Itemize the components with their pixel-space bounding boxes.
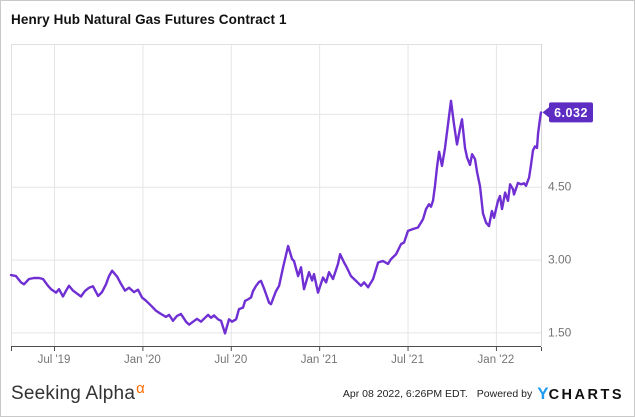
x-axis-labels: Jul '19 Jan '20 Jul '20 Jan '21 Jul '21 Jan '… <box>38 354 515 366</box>
plot-borders <box>11 44 542 346</box>
price-badge-shape <box>549 102 593 123</box>
y-axis-labels: 1.50 3.00 4.50 <box>548 180 572 340</box>
seeking-alpha-logo[interactable]: Seeking Alpha α <box>11 379 145 405</box>
x-axis <box>11 346 542 351</box>
y-tick-label: 4.50 <box>548 180 572 194</box>
x-tick-label: Jan '21 <box>301 354 338 366</box>
price-line-series <box>9 99 543 335</box>
x-tick-label: Jul '20 <box>214 354 247 366</box>
ycharts-logo[interactable]: Y CHARTS <box>537 384 624 404</box>
timestamp: Apr 08 2022, 6:26PM EDT. <box>342 387 468 400</box>
footer: Seeking Alpha α Apr 08 2022, 6:26PM EDT. … <box>1 371 634 416</box>
ycharts-logo-charts: CHARTS <box>548 386 624 403</box>
x-tick-label: Jul '19 <box>38 354 71 366</box>
y-tick-label: 3.00 <box>548 253 572 267</box>
y-tick-label: 1.50 <box>548 325 572 339</box>
chart-gridlines <box>11 44 541 346</box>
powered-by-label: Powered by <box>476 387 533 400</box>
seeking-alpha-wordmark: Seeking Alpha <box>11 382 136 404</box>
price-chart: Jul '19 Jan '20 Jul '20 Jan '21 Jul '21 Jan '… <box>9 44 593 366</box>
chart-title: Henry Hub Natural Gas Futures Contract 1 <box>11 12 287 27</box>
x-tick-label: Jan '20 <box>124 354 161 366</box>
x-tick-label: Jan '22 <box>478 354 515 366</box>
x-tick-label: Jul '21 <box>391 354 424 366</box>
price-badge: 6.032 <box>542 102 593 123</box>
ycharts-logo-y: Y <box>537 383 549 403</box>
footer-attribution: Apr 08 2022, 6:26PM EDT. Powered by Y CHA… <box>343 384 624 404</box>
last-price-label: 6.032 <box>554 106 588 120</box>
seeking-alpha-alpha-glyph: α <box>136 379 145 397</box>
